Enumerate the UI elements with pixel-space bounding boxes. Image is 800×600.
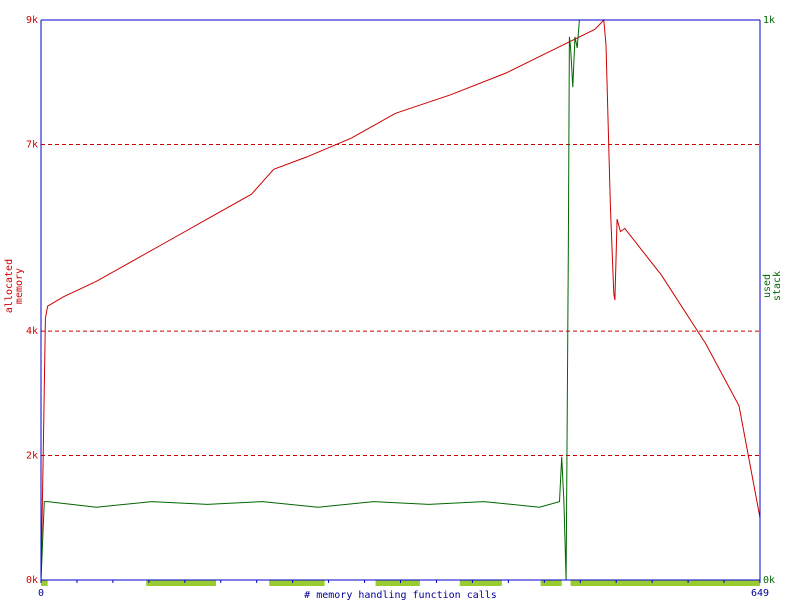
series-line-allocated-memory [40,18,761,581]
axis-labels: # memory handling function calls allocate… [4,259,783,600]
y-tick-right-0k: 0k [763,575,775,586]
x-marker-3 [375,580,420,586]
x-marker-1 [146,580,217,586]
tick-labels: 0k 2k 4k 7k 9k 0k 1k 0 649 [26,15,775,599]
x-marker-4 [459,580,502,586]
x-axis-label: # memory handling function calls [304,590,497,600]
y-tick-left-0k: 0k [26,575,38,586]
x-tick-end: 649 [751,588,769,599]
y-axis-label-right-line: stack [772,271,783,301]
x-axis-markers [41,580,760,586]
y-tick-left-2k: 2k [26,451,38,462]
gridlines [41,143,760,457]
x-marker-6 [570,580,760,586]
series-layer [40,18,761,581]
x-marker-5 [540,580,562,586]
y-axis-label-left-line: memory [14,268,25,304]
y-tick-right-1k: 1k [763,15,775,26]
series-line-used-stack [40,19,760,581]
y-axis-label-left: allocated memory [4,259,25,313]
y-tick-left-7k: 7k [26,139,38,150]
y-tick-left-9k: 9k [26,15,38,26]
x-marker-0 [41,580,48,586]
y-axis-label-left-line: allocated [4,259,15,313]
axes [40,19,761,583]
x-tick-start: 0 [38,588,44,599]
y-tick-left-4k: 4k [26,326,38,337]
y-axis-label-right-line: used [762,274,773,298]
x-marker-2 [269,580,325,586]
y-axis-label-right: used stack [762,271,783,301]
